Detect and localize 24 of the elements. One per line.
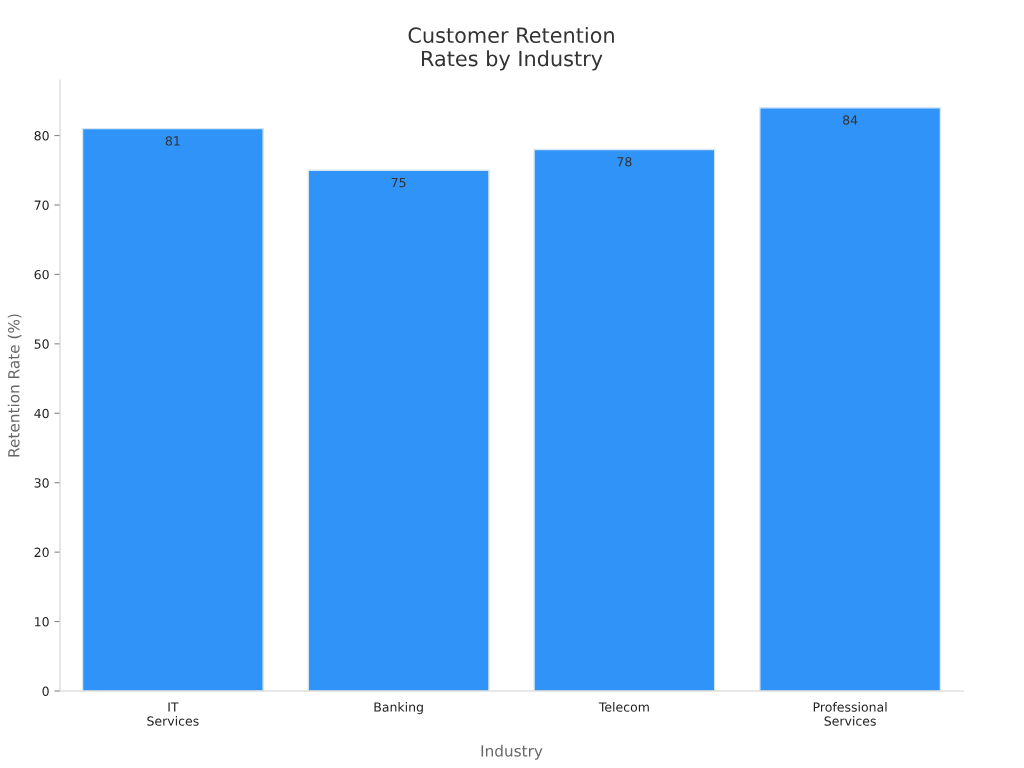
y-tick-label: 40 [34,408,49,419]
data-label: 84 [843,115,858,125]
bar [307,169,490,691]
y-tick-label: 0 [42,686,49,696]
y-axis-title: Retention Rate (%) [7,314,22,457]
chart-title: Customer Retention Rates by Industry [408,26,614,71]
x-axis-title: Industry [481,744,543,760]
y-tick-label: 70 [34,200,49,210]
y-tick-label: 50 [34,339,49,349]
y-tick-label: 80 [34,131,49,141]
data-label: 78 [617,157,632,167]
x-tick-label: Telecom [598,702,649,712]
bar [81,127,264,691]
x-tick-label: Professional Services [813,702,887,726]
bar [759,107,942,691]
y-tick-label: 10 [35,617,49,627]
y-tick-label: 60 [34,269,49,280]
data-label: 75 [391,177,406,188]
y-tick-label: 30 [34,478,49,488]
x-tick-label: IT Services [147,702,199,726]
x-tick-label: Banking [374,702,423,715]
y-tick-label: 20 [34,547,49,558]
data-label: 81 [165,136,180,146]
bar [533,148,716,691]
